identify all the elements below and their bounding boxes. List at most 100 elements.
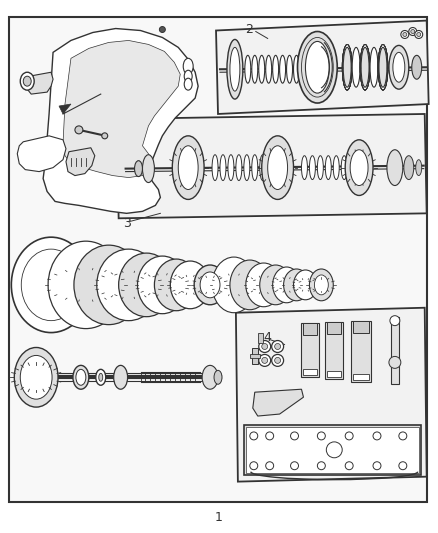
Ellipse shape — [259, 55, 265, 83]
Ellipse shape — [138, 256, 187, 314]
Ellipse shape — [286, 55, 293, 83]
Bar — [304, 369, 318, 375]
Ellipse shape — [236, 155, 242, 181]
Polygon shape — [17, 136, 66, 172]
Ellipse shape — [184, 70, 192, 82]
Circle shape — [259, 341, 271, 352]
Ellipse shape — [273, 55, 279, 83]
Ellipse shape — [305, 42, 329, 93]
Ellipse shape — [20, 356, 52, 399]
Ellipse shape — [343, 47, 351, 87]
Bar — [246, 427, 419, 473]
Ellipse shape — [214, 370, 222, 384]
Circle shape — [417, 33, 421, 36]
Ellipse shape — [300, 55, 307, 83]
Ellipse shape — [333, 156, 339, 180]
Ellipse shape — [102, 133, 108, 139]
Polygon shape — [43, 29, 198, 213]
Circle shape — [275, 358, 281, 364]
Ellipse shape — [260, 265, 292, 305]
Ellipse shape — [387, 150, 403, 185]
Text: 3: 3 — [123, 217, 131, 230]
Circle shape — [390, 316, 400, 326]
Ellipse shape — [228, 155, 234, 181]
Ellipse shape — [170, 261, 210, 309]
Circle shape — [159, 27, 165, 33]
Polygon shape — [59, 104, 71, 114]
Ellipse shape — [318, 156, 323, 180]
Circle shape — [250, 462, 258, 470]
Bar — [351, 321, 371, 382]
Ellipse shape — [194, 265, 226, 305]
Ellipse shape — [283, 269, 309, 301]
Ellipse shape — [370, 47, 378, 87]
Bar — [353, 321, 369, 333]
Ellipse shape — [262, 136, 293, 199]
Ellipse shape — [11, 237, 91, 333]
Ellipse shape — [212, 155, 218, 181]
Ellipse shape — [345, 140, 373, 196]
Polygon shape — [63, 41, 180, 177]
Ellipse shape — [297, 31, 337, 103]
Ellipse shape — [183, 58, 193, 74]
Ellipse shape — [200, 272, 220, 298]
Ellipse shape — [97, 249, 160, 321]
Ellipse shape — [230, 260, 270, 310]
Ellipse shape — [119, 253, 174, 317]
Ellipse shape — [260, 155, 266, 181]
Ellipse shape — [361, 47, 369, 87]
Ellipse shape — [227, 39, 243, 99]
Ellipse shape — [404, 156, 414, 180]
Ellipse shape — [202, 365, 218, 389]
Circle shape — [272, 354, 283, 366]
Circle shape — [415, 30, 423, 38]
Circle shape — [262, 358, 268, 364]
Circle shape — [290, 432, 298, 440]
Ellipse shape — [352, 47, 360, 87]
Circle shape — [411, 29, 415, 34]
Ellipse shape — [99, 373, 103, 381]
Ellipse shape — [212, 257, 256, 313]
Circle shape — [272, 341, 283, 352]
Ellipse shape — [245, 55, 251, 83]
Ellipse shape — [341, 156, 347, 180]
Ellipse shape — [96, 369, 106, 385]
Ellipse shape — [314, 275, 328, 295]
Ellipse shape — [350, 150, 368, 185]
Circle shape — [318, 462, 325, 470]
Circle shape — [409, 28, 417, 36]
Circle shape — [290, 462, 298, 470]
Ellipse shape — [416, 160, 422, 175]
Text: 1: 1 — [215, 511, 223, 524]
Ellipse shape — [73, 365, 89, 389]
Ellipse shape — [325, 156, 331, 180]
Bar — [391, 317, 399, 384]
Ellipse shape — [23, 76, 31, 86]
Circle shape — [250, 432, 258, 440]
Circle shape — [266, 432, 274, 440]
Ellipse shape — [76, 369, 86, 385]
Ellipse shape — [172, 136, 204, 199]
Circle shape — [401, 30, 409, 38]
Circle shape — [399, 432, 407, 440]
Bar — [327, 372, 341, 377]
Ellipse shape — [252, 155, 258, 181]
Polygon shape — [253, 389, 304, 416]
Ellipse shape — [389, 45, 409, 89]
Bar — [325, 321, 343, 379]
Ellipse shape — [293, 55, 300, 83]
Bar — [258, 333, 263, 343]
Circle shape — [403, 33, 407, 36]
Circle shape — [373, 432, 381, 440]
Polygon shape — [66, 148, 95, 175]
Ellipse shape — [244, 155, 250, 181]
Ellipse shape — [14, 348, 58, 407]
Circle shape — [326, 442, 342, 458]
Ellipse shape — [75, 126, 83, 134]
Ellipse shape — [220, 155, 226, 181]
Circle shape — [389, 357, 401, 368]
Ellipse shape — [412, 55, 422, 79]
Circle shape — [399, 462, 407, 470]
Text: 2: 2 — [245, 23, 253, 36]
Bar — [252, 349, 258, 365]
